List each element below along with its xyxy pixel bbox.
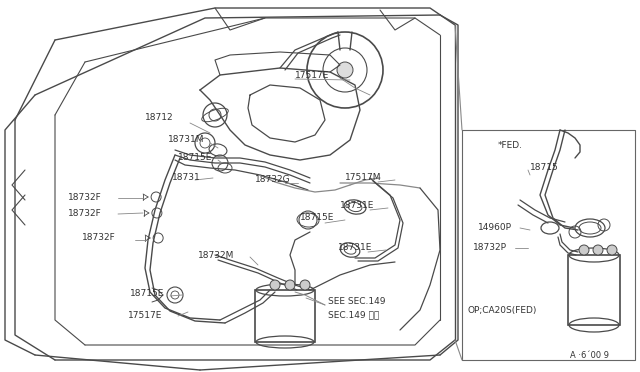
Text: 17517E: 17517E [128,311,163,320]
Text: 18712: 18712 [145,113,173,122]
Bar [255,290,315,342]
Circle shape [607,245,617,255]
Circle shape [593,245,603,255]
Text: A ·6´00 9: A ·6´00 9 [570,350,609,359]
Text: OP;CA20S(FED): OP;CA20S(FED) [467,305,536,314]
Circle shape [300,280,310,290]
Text: 18731E: 18731E [340,201,374,209]
Text: *FED.: *FED. [498,141,523,150]
Circle shape [285,280,295,290]
Text: 18732F: 18732F [68,192,102,202]
Text: 18732P: 18732P [473,244,507,253]
Text: SEC.149 参照: SEC.149 参照 [328,311,380,320]
Circle shape [270,280,280,290]
Text: 18731E: 18731E [338,244,372,253]
Text: 18715: 18715 [530,164,559,173]
Text: 18732F: 18732F [82,234,116,243]
Bar [568,255,620,325]
Text: SEE SEC.149: SEE SEC.149 [328,298,385,307]
Text: 18715E: 18715E [178,154,212,163]
Text: 17517M: 17517M [345,173,381,183]
Text: 18732G: 18732G [255,176,291,185]
Text: 18731: 18731 [172,173,201,182]
Circle shape [337,62,353,78]
Text: 18732F: 18732F [68,208,102,218]
Text: 18715E: 18715E [300,214,334,222]
Text: 18731M: 18731M [168,135,205,144]
Circle shape [579,245,589,255]
Text: 18715E: 18715E [130,289,164,298]
Text: 18732M: 18732M [198,250,234,260]
Text: 17517E: 17517E [295,71,330,80]
Text: 14960P: 14960P [478,224,512,232]
